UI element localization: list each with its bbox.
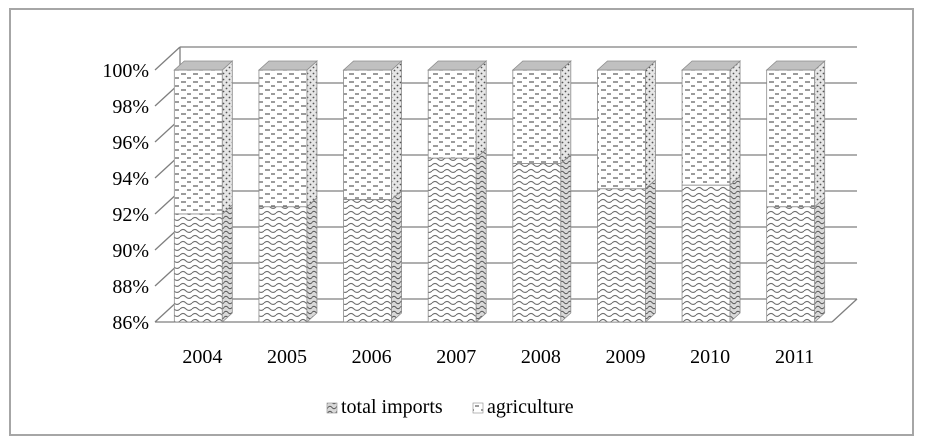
bar-segment-agriculture	[258, 69, 308, 208]
legend-swatch-agriculture	[472, 402, 484, 414]
bar-top	[596, 60, 657, 71]
bar-segment-agriculture	[427, 69, 477, 159]
x-tick-label: 2009	[605, 346, 645, 368]
bar-side-agriculture	[645, 60, 656, 190]
y-tick-label: 90%	[112, 240, 149, 262]
bar-segment-total-imports	[343, 199, 392, 323]
bar-side-total-imports	[729, 175, 741, 323]
bar-group-2008	[511, 60, 572, 323]
bar-top	[681, 60, 742, 71]
bar-segment-agriculture	[681, 69, 731, 186]
bar-segment-agriculture	[343, 69, 392, 201]
bar-side-agriculture	[729, 60, 741, 187]
y-tick-label: 98%	[112, 96, 149, 118]
legend: total imports agriculture	[326, 396, 574, 418]
bar-segment-agriculture	[766, 69, 816, 208]
gridline-depth	[154, 46, 181, 71]
bar-segment-total-imports	[427, 157, 477, 323]
bar-side-agriculture	[306, 60, 318, 208]
bar-segment-total-imports	[173, 213, 223, 323]
bar-group-2004	[173, 60, 234, 323]
y-tick-label: 92%	[112, 204, 149, 226]
bar-segment-total-imports	[512, 163, 562, 323]
legend-label-total-imports: total imports	[341, 396, 443, 418]
bar-group-2011	[765, 60, 826, 323]
bar-side-agriculture	[475, 60, 487, 160]
bar-top	[173, 60, 234, 71]
bar-top	[342, 60, 403, 71]
bar-side-agriculture	[391, 60, 402, 201]
bar-group-2007	[427, 60, 488, 323]
bar-segment-agriculture	[597, 69, 646, 190]
bar-side-total-imports	[645, 178, 656, 323]
bar-side-total-imports	[814, 196, 826, 323]
bar-top	[511, 60, 572, 71]
legend-label-agriculture: agriculture	[487, 396, 574, 418]
bar-side-total-imports	[221, 204, 233, 323]
x-tick-label: 2008	[521, 346, 561, 368]
y-tick-label: 100%	[102, 60, 149, 82]
x-axis-labels: 2004 2005 2006 2007 2008 2009 2010 2011	[182, 346, 814, 368]
bar-side-agriculture	[221, 60, 233, 215]
bar-segment-agriculture	[512, 69, 562, 164]
bar-top	[765, 60, 826, 71]
y-tick-label: 96%	[112, 132, 149, 154]
x-tick-label: 2005	[267, 346, 307, 368]
bar-side-total-imports	[475, 148, 487, 323]
bar-segment-total-imports	[681, 184, 731, 323]
bar-side-total-imports	[391, 189, 402, 323]
bar-top	[257, 60, 318, 71]
bar-side-agriculture	[814, 60, 826, 208]
bar-side-total-imports	[560, 153, 572, 323]
x-tick-label: 2006	[352, 346, 392, 368]
bar-group-2010	[681, 60, 742, 323]
bar-group-2005	[257, 60, 318, 323]
bar-segment-agriculture	[173, 69, 223, 215]
y-tick-label: 94%	[112, 168, 149, 190]
x-tick-label: 2004	[182, 346, 222, 368]
legend-swatch-total-imports	[326, 402, 338, 414]
y-axis: 86% 88% 90% 92% 94% 96% 98% 100%	[102, 60, 149, 334]
bar-side-total-imports	[306, 196, 318, 323]
bar-group-2006	[342, 60, 403, 323]
bar-segment-total-imports	[258, 206, 308, 323]
x-tick-label: 2011	[775, 346, 814, 368]
bar-group-2009	[596, 60, 657, 323]
y-tick-label: 88%	[112, 276, 149, 298]
x-tick-label: 2007	[436, 346, 476, 368]
x-tick-label: 2010	[690, 346, 730, 368]
bar-segment-total-imports	[766, 206, 816, 323]
bars	[173, 60, 826, 323]
bar-top	[427, 60, 488, 71]
y-tick-label: 86%	[112, 312, 149, 334]
bar-segment-total-imports	[597, 188, 646, 323]
bar-side-agriculture	[560, 60, 572, 165]
floor-right-edge	[831, 298, 858, 323]
